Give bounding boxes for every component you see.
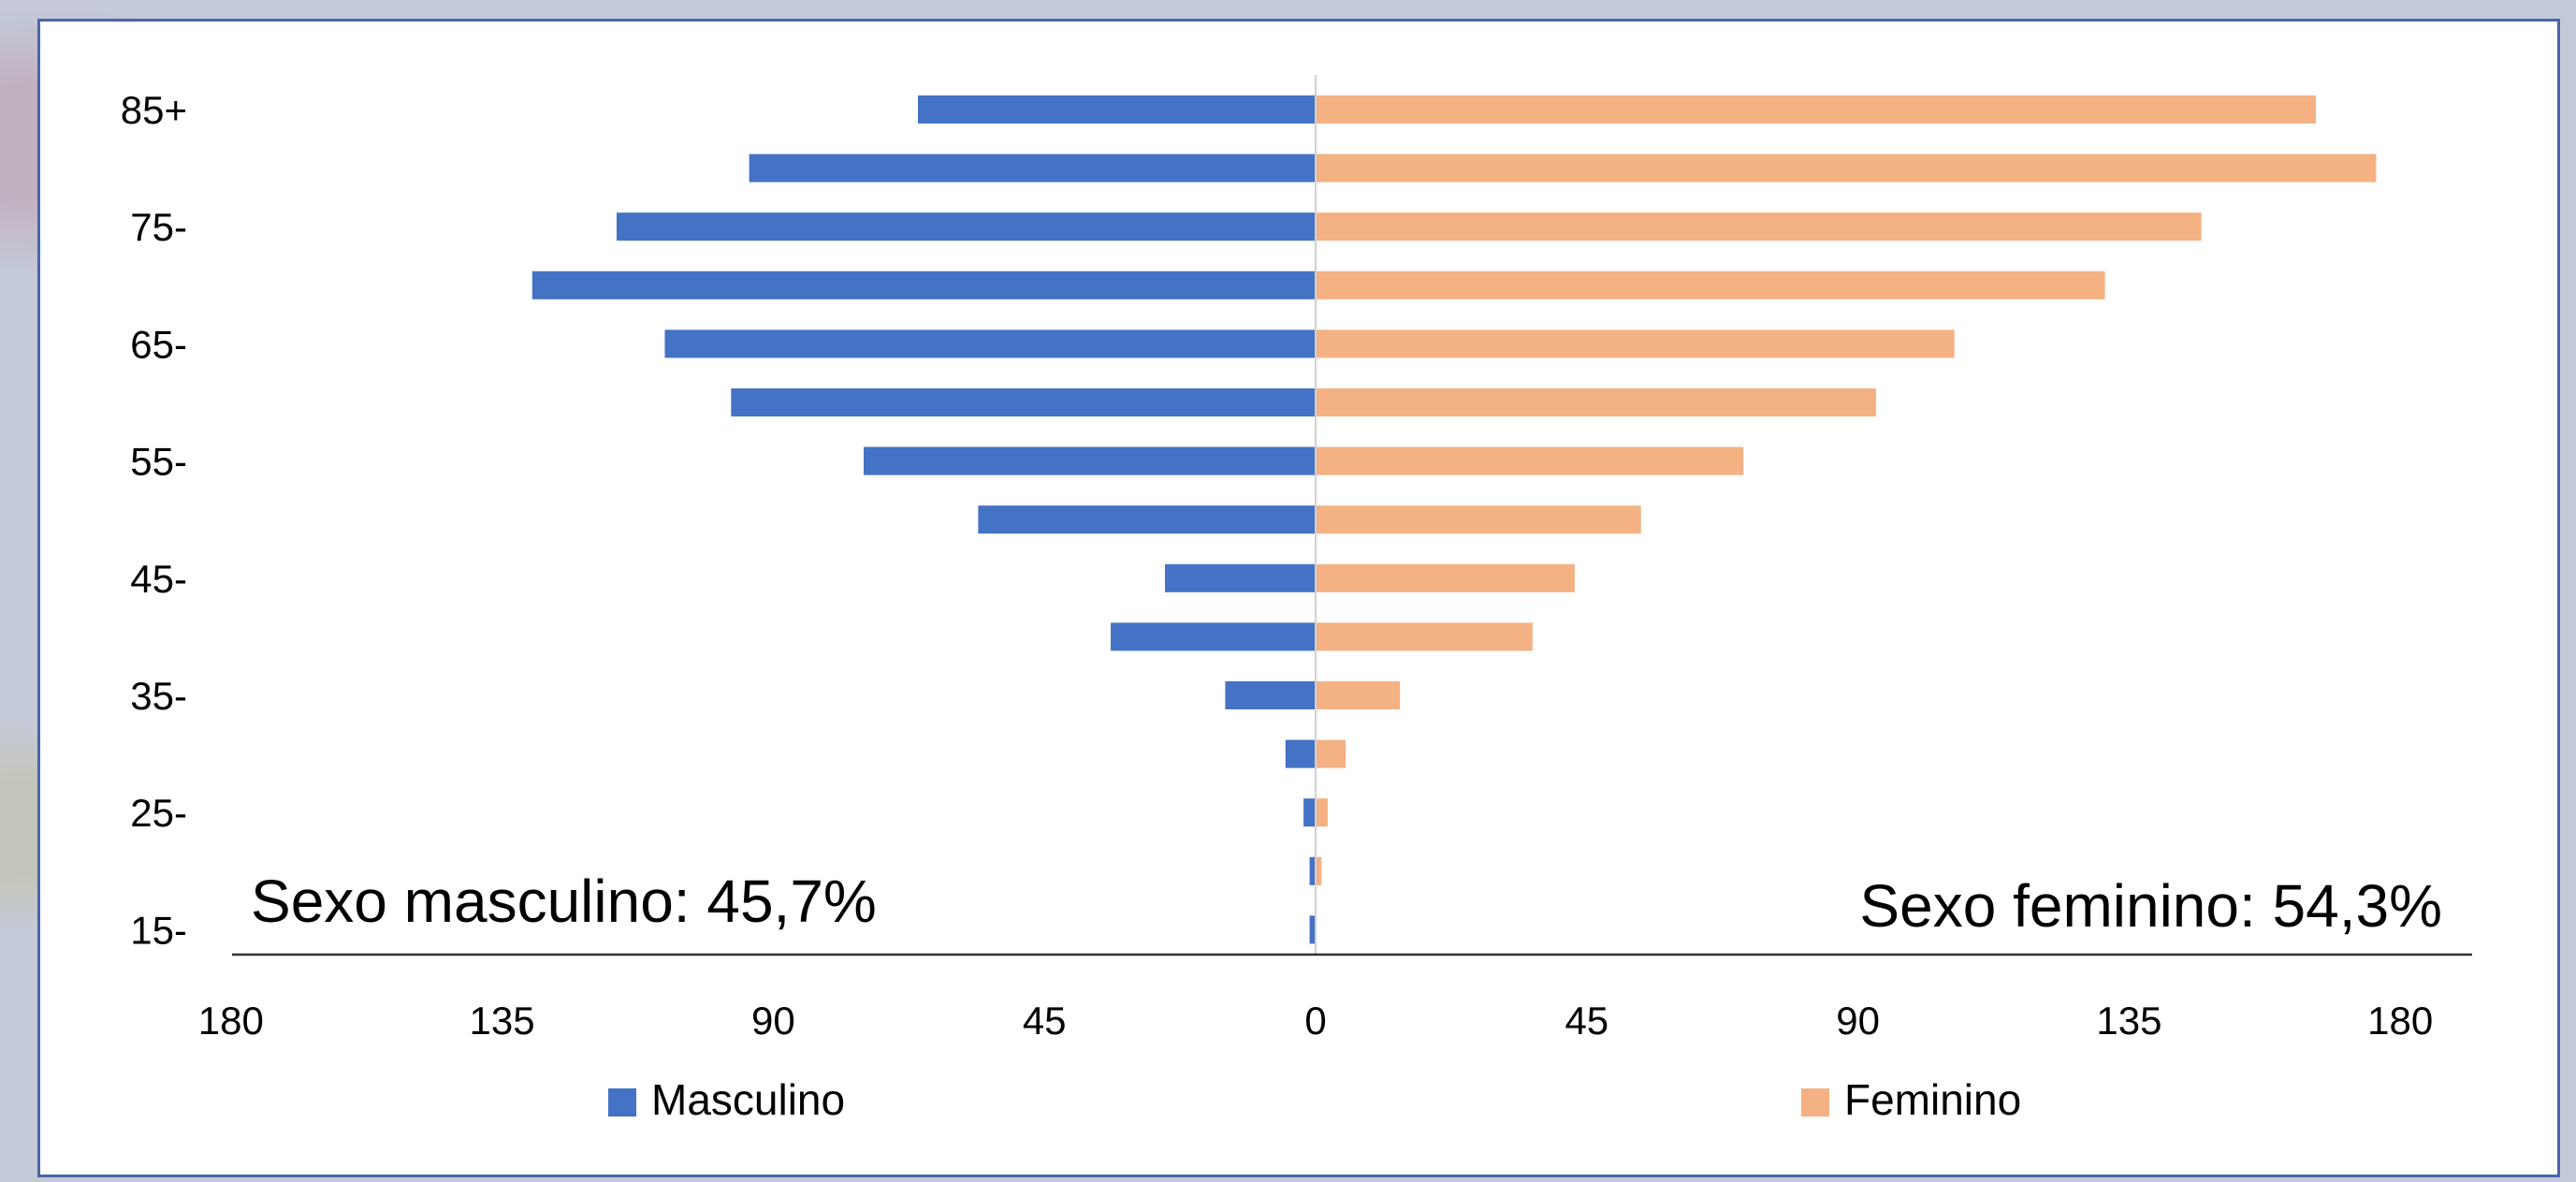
x-axis-ticks: 180 135 90 45 0 45 90 135 180	[198, 999, 2433, 1043]
bar-feminino	[1316, 856, 1322, 885]
bar-feminino	[1316, 446, 1744, 475]
bar-masculino	[1225, 681, 1316, 709]
bar-masculino	[864, 446, 1316, 475]
bar-feminino	[1316, 270, 2105, 299]
bar-feminino	[1316, 681, 1401, 709]
legend-label-masculino: Masculino	[651, 1075, 845, 1124]
x-tick-label: 180	[198, 999, 264, 1043]
legend: Masculino Feminino	[608, 1075, 2021, 1124]
y-tick-label: 35-	[130, 674, 187, 718]
bar-masculino	[616, 212, 1316, 241]
bar-masculino	[1303, 798, 1316, 827]
y-tick-label: 25-	[130, 791, 187, 835]
x-tick-label: 180	[2367, 999, 2433, 1043]
x-tick-label: 0	[1304, 999, 1326, 1043]
bar-feminino	[1316, 798, 1328, 827]
female-share-annotation: Sexo feminino: 54,3%	[1859, 872, 2442, 940]
bar-masculino	[1309, 915, 1316, 944]
bar-masculino	[1165, 563, 1316, 592]
bar-feminino	[1316, 388, 1876, 416]
bar-feminino	[1316, 153, 2377, 182]
male-share-annotation: Sexo masculino: 45,7%	[251, 868, 877, 935]
bar-masculino	[917, 95, 1316, 124]
bar-feminino	[1316, 95, 2317, 124]
bar-masculino	[731, 388, 1316, 416]
bars-group	[531, 95, 2377, 944]
bar-masculino	[1111, 622, 1316, 651]
legend-swatch-feminino	[1801, 1088, 1829, 1116]
bar-masculino	[664, 329, 1316, 358]
x-tick-label: 45	[1565, 999, 1608, 1043]
legend-swatch-masculino	[608, 1088, 636, 1116]
legend-label-feminino: Feminino	[1844, 1075, 2021, 1124]
bar-masculino	[978, 505, 1316, 534]
bar-masculino	[1285, 739, 1316, 768]
x-tick-label: 135	[2096, 999, 2161, 1043]
bar-feminino	[1316, 739, 1346, 768]
bar-feminino	[1316, 622, 1533, 651]
bar-feminino	[1316, 329, 1955, 358]
bar-masculino	[531, 270, 1316, 299]
bar-masculino	[749, 153, 1316, 182]
x-tick-label: 135	[470, 999, 535, 1043]
x-tick-label: 90	[1836, 999, 1880, 1043]
y-tick-label: 65-	[130, 322, 187, 366]
chart-panel	[37, 19, 2560, 1177]
y-tick-label: 85+	[121, 88, 187, 132]
bar-feminino	[1316, 212, 2202, 241]
y-tick-label: 15-	[130, 908, 187, 952]
y-axis-ticks: 15- 25- 35- 45- 55- 65- 75- 85+	[121, 88, 187, 952]
y-tick-label: 45-	[130, 557, 187, 601]
y-tick-label: 55-	[130, 440, 187, 484]
y-tick-label: 75-	[130, 205, 187, 249]
bar-masculino	[1309, 856, 1316, 885]
x-tick-label: 45	[1023, 999, 1067, 1043]
x-tick-label: 90	[751, 999, 795, 1043]
bar-feminino	[1316, 563, 1575, 592]
bar-feminino	[1316, 505, 1641, 534]
